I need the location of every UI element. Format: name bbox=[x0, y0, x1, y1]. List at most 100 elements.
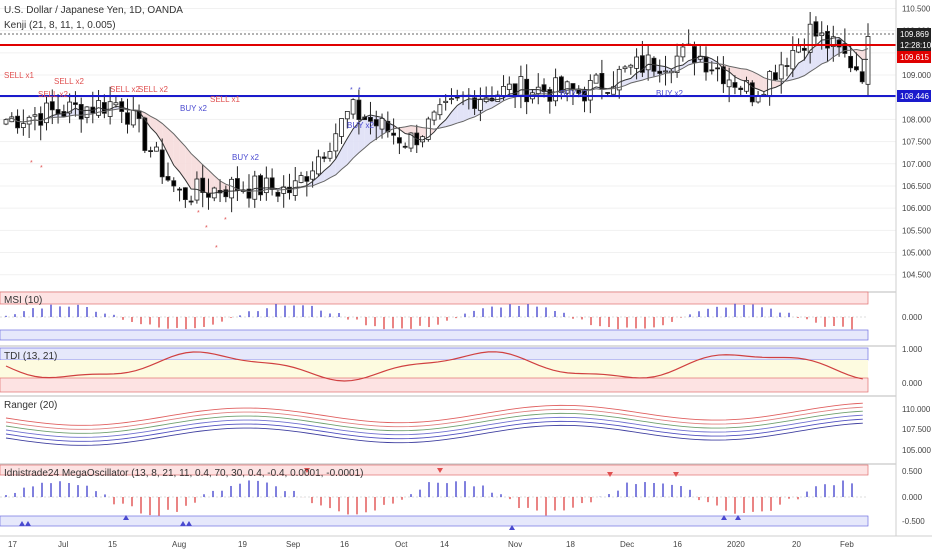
candle-body[interactable] bbox=[172, 181, 176, 186]
buy-signal-label[interactable]: BUY x2 bbox=[180, 104, 208, 113]
candle-body[interactable] bbox=[276, 192, 280, 196]
candle-body[interactable] bbox=[854, 67, 858, 70]
candle-body[interactable] bbox=[125, 113, 129, 124]
candle-body[interactable] bbox=[629, 65, 633, 67]
candle-body[interactable] bbox=[374, 120, 378, 126]
candle-body[interactable] bbox=[704, 57, 708, 72]
buy-signal-label[interactable]: BUY x2 bbox=[347, 121, 375, 130]
candle-body[interactable] bbox=[484, 98, 488, 102]
candle-body[interactable] bbox=[380, 118, 384, 129]
candle-body[interactable] bbox=[345, 111, 349, 118]
candle-body[interactable] bbox=[114, 103, 118, 105]
candle-body[interactable] bbox=[710, 70, 714, 71]
candle-body[interactable] bbox=[340, 119, 344, 137]
sell-signal-label[interactable]: SELL x2 bbox=[38, 90, 68, 99]
candle-body[interactable] bbox=[311, 171, 315, 179]
candle-body[interactable] bbox=[56, 110, 60, 114]
candle-body[interactable] bbox=[692, 47, 696, 63]
candle-body[interactable] bbox=[658, 71, 662, 73]
candle-body[interactable] bbox=[73, 103, 77, 105]
candle-body[interactable] bbox=[44, 103, 48, 123]
candle-body[interactable] bbox=[797, 46, 801, 52]
candle-body[interactable] bbox=[681, 47, 685, 57]
candle-body[interactable] bbox=[808, 24, 812, 52]
sell-signal-label[interactable]: SELL x2 bbox=[54, 77, 84, 86]
price-tick-label: 107.000 bbox=[902, 160, 931, 169]
candle-body[interactable] bbox=[455, 97, 459, 98]
candle-body[interactable] bbox=[328, 151, 332, 158]
candle-body[interactable] bbox=[403, 146, 407, 147]
candle-body[interactable] bbox=[253, 176, 257, 199]
candle-body[interactable] bbox=[507, 84, 511, 89]
candle-body[interactable] bbox=[33, 115, 37, 116]
sell-signal-label[interactable]: SELL x1 bbox=[4, 71, 34, 80]
candle-body[interactable] bbox=[554, 78, 558, 101]
candle-body[interactable] bbox=[449, 99, 453, 100]
sell-signal-label[interactable]: SELL x2 bbox=[110, 85, 140, 94]
candle-body[interactable] bbox=[154, 147, 158, 151]
candle-body[interactable] bbox=[866, 36, 870, 84]
candle-body[interactable] bbox=[131, 110, 135, 125]
candle-body[interactable] bbox=[478, 100, 482, 111]
candle-body[interactable] bbox=[183, 188, 187, 200]
candle-body[interactable] bbox=[768, 72, 772, 97]
candle-body[interactable] bbox=[606, 92, 610, 93]
candle-body[interactable] bbox=[502, 86, 506, 95]
sell-signal-label[interactable]: SELL x2 bbox=[138, 85, 168, 94]
candle-body[interactable] bbox=[50, 102, 54, 110]
candle-body[interactable] bbox=[785, 66, 789, 67]
candle-body[interactable] bbox=[259, 176, 263, 195]
candle-body[interactable] bbox=[201, 178, 205, 192]
candle-body[interactable] bbox=[79, 104, 83, 119]
candle-body[interactable] bbox=[716, 68, 720, 69]
candle-body[interactable] bbox=[39, 114, 43, 126]
candle-body[interactable] bbox=[802, 48, 806, 50]
candle-body[interactable] bbox=[322, 157, 326, 158]
candle-body[interactable] bbox=[351, 100, 355, 114]
candle-body[interactable] bbox=[166, 176, 170, 180]
candle-body[interactable] bbox=[230, 179, 234, 198]
candle-body[interactable] bbox=[189, 201, 193, 202]
candle-body[interactable] bbox=[646, 55, 650, 70]
candle-body[interactable] bbox=[149, 151, 153, 152]
candle-body[interactable] bbox=[85, 107, 89, 118]
candle-body[interactable] bbox=[392, 133, 396, 135]
candle-body[interactable] bbox=[860, 72, 864, 82]
candle-body[interactable] bbox=[525, 79, 529, 101]
candle-body[interactable] bbox=[727, 80, 731, 87]
candle-body[interactable] bbox=[600, 73, 604, 89]
candle-body[interactable] bbox=[438, 105, 442, 115]
candle-body[interactable] bbox=[299, 176, 303, 183]
candle-body[interactable] bbox=[305, 177, 309, 182]
candle-body[interactable] bbox=[334, 134, 338, 151]
candle-body[interactable] bbox=[397, 138, 401, 143]
candle-body[interactable] bbox=[21, 124, 25, 128]
buy-signal-label[interactable]: BUY x2 bbox=[232, 153, 260, 162]
price-tick-label: 106.500 bbox=[902, 182, 931, 191]
candle-body[interactable] bbox=[316, 157, 320, 174]
candle-body[interactable] bbox=[623, 67, 627, 69]
candle-body[interactable] bbox=[206, 193, 210, 197]
candle-body[interactable] bbox=[4, 120, 8, 124]
candle-body[interactable] bbox=[791, 50, 795, 68]
chart-title: U.S. Dollar / Japanese Yen, 1D, OANDA bbox=[4, 5, 183, 16]
candle-body[interactable] bbox=[519, 77, 523, 97]
candle-body[interactable] bbox=[178, 189, 182, 190]
candle-body[interactable] bbox=[432, 112, 436, 120]
buy-signal-label[interactable]: BUY x2 bbox=[656, 89, 684, 98]
candle-body[interactable] bbox=[357, 100, 361, 119]
candle-body[interactable] bbox=[739, 88, 743, 89]
candle-body[interactable] bbox=[143, 118, 147, 150]
candle-body[interactable] bbox=[594, 75, 598, 83]
candle-body[interactable] bbox=[773, 73, 777, 80]
sell-signal-label[interactable]: SELL x1 bbox=[210, 95, 240, 104]
candle-body[interactable] bbox=[664, 71, 668, 72]
candle-body[interactable] bbox=[444, 101, 448, 102]
candle-body[interactable] bbox=[733, 83, 737, 88]
candle-body[interactable] bbox=[779, 65, 783, 79]
candle-body[interactable] bbox=[849, 56, 853, 67]
buy-signal-label[interactable]: BUY x2 bbox=[560, 89, 588, 98]
candle-body[interactable] bbox=[756, 96, 760, 102]
candle-body[interactable] bbox=[635, 57, 639, 68]
candle-body[interactable] bbox=[160, 150, 164, 177]
